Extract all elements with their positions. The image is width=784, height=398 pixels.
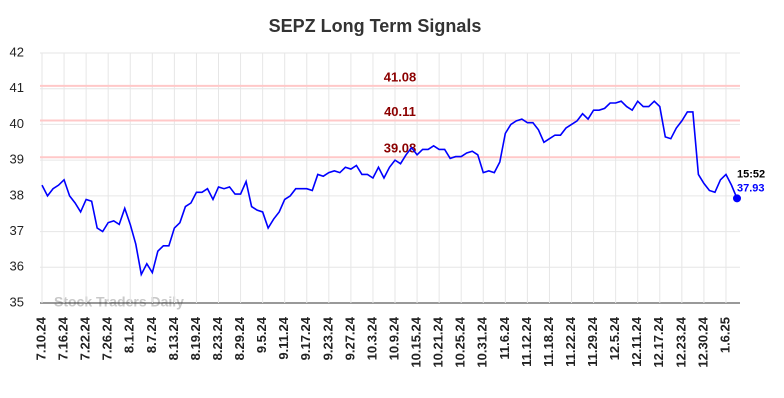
x-tick-label: 10.9.24 bbox=[386, 316, 401, 360]
x-tick-label: 11.6.24 bbox=[497, 316, 512, 359]
y-tick-label: 40 bbox=[10, 116, 24, 131]
x-tick-label: 12.5.24 bbox=[607, 316, 622, 360]
x-tick-label: 9.27.24 bbox=[342, 316, 357, 360]
x-tick-label: 10.25.24 bbox=[453, 316, 468, 367]
x-tick-label: 8.7.24 bbox=[144, 316, 159, 353]
y-tick-label: 35 bbox=[10, 294, 24, 309]
x-tick-label: 7.16.24 bbox=[56, 316, 71, 360]
y-tick-label: 41 bbox=[10, 80, 24, 95]
x-tick-label: 12.23.24 bbox=[673, 316, 688, 367]
x-tick-label: 9.11.24 bbox=[276, 316, 291, 359]
y-tick-label: 36 bbox=[10, 259, 24, 274]
last-time: 15:52 bbox=[737, 168, 765, 180]
x-tick-label: 8.29.24 bbox=[232, 316, 247, 360]
x-tick-label: 11.12.24 bbox=[519, 316, 534, 367]
x-tick-label: 10.3.24 bbox=[364, 316, 379, 360]
x-tick-label: 9.23.24 bbox=[320, 316, 335, 360]
x-tick-label: 8.1.24 bbox=[122, 316, 137, 353]
x-tick-label: 12.17.24 bbox=[651, 316, 666, 367]
y-tick-label: 37 bbox=[10, 223, 24, 238]
last-value: 37.93 bbox=[737, 182, 765, 194]
x-tick-label: 9.5.24 bbox=[254, 316, 269, 353]
x-tick-label: 8.13.24 bbox=[166, 316, 181, 360]
y-tick-label: 42 bbox=[10, 44, 24, 59]
x-tick-label: 8.23.24 bbox=[210, 316, 225, 360]
x-tick-label: 12.11.24 bbox=[629, 316, 644, 367]
price-line bbox=[41, 99, 738, 277]
x-tick-label: 7.26.24 bbox=[100, 316, 115, 360]
x-tick-label: 7.10.24 bbox=[33, 316, 48, 360]
x-tick-label: 7.22.24 bbox=[78, 316, 93, 360]
x-tick-label: 10.31.24 bbox=[475, 316, 490, 367]
x-tick-label: 11.18.24 bbox=[541, 316, 556, 367]
y-tick-label: 39 bbox=[10, 152, 24, 167]
x-tick-label: 12.30.24 bbox=[695, 316, 710, 367]
x-tick-label: 10.15.24 bbox=[409, 316, 424, 367]
x-tick-label: 11.22.24 bbox=[563, 316, 578, 367]
x-tick-label: 1.6.25 bbox=[717, 317, 732, 353]
watermark: Stock Traders Daily bbox=[54, 294, 184, 310]
level-label: 40.11 bbox=[384, 104, 416, 119]
level-label: 41.08 bbox=[384, 69, 417, 84]
x-tick-label: 10.21.24 bbox=[431, 316, 446, 367]
chart-title: SEPZ Long Term Signals bbox=[269, 16, 482, 36]
last-point bbox=[733, 194, 741, 203]
x-tick-label: 9.17.24 bbox=[298, 316, 313, 360]
y-tick-label: 38 bbox=[10, 187, 24, 202]
x-tick-label: 11.29.24 bbox=[585, 316, 600, 367]
x-tick-label: 8.19.24 bbox=[188, 316, 203, 360]
